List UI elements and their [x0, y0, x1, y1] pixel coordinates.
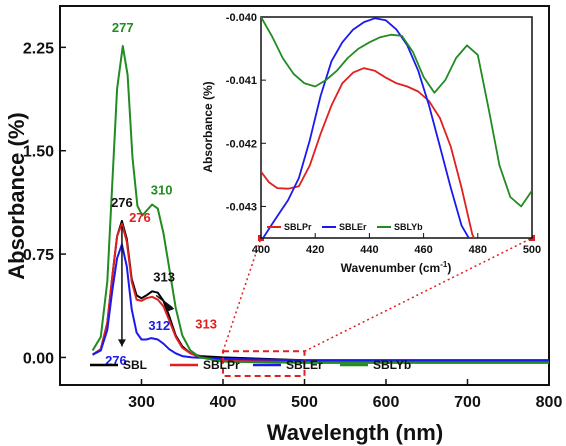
inset-y-tick-label: -0.041 [226, 75, 257, 87]
inset-x-axis-title: Wavenumber (cm-1) [341, 260, 452, 275]
legend-label: SBL [123, 358, 147, 372]
peak-label: 313 [153, 269, 175, 284]
series-line-sbl [92, 220, 549, 362]
inset-series-line-sblyb [261, 17, 532, 208]
arrow-313 [155, 294, 175, 312]
inset-y-tick-label: -0.043 [226, 201, 257, 213]
legend-label: SBLEr [286, 358, 323, 372]
inset-x-tick-label: 500 [523, 244, 541, 256]
inset-y-axis-title: Absorbance (%) [201, 81, 215, 172]
x-tick-label: 700 [454, 394, 481, 411]
inset-legend-label: SBLPr [284, 222, 312, 232]
peak-label: 310 [151, 182, 173, 197]
peak-label: 277 [112, 20, 134, 35]
series-line-sblyb [91, 45, 549, 364]
zoom-region-box [222, 350, 306, 377]
inset-series-line-sbler [262, 17, 470, 238]
inset-x-tick-label: 420 [306, 244, 324, 256]
inset-legend-label: SBLEr [339, 222, 367, 232]
x-tick-label: 300 [128, 394, 155, 411]
series-line-sbler [92, 243, 549, 362]
main-y-axis-title: Absorbance (%) [4, 112, 29, 279]
y-tick-label: 2.25 [23, 40, 54, 57]
y-tick-label: 1.50 [23, 144, 54, 161]
y-tick-label: 0.00 [23, 350, 54, 367]
inset-x-tick-label: 440 [360, 244, 378, 256]
inset-legend-label: SBLYb [394, 222, 423, 232]
inset-plot-frame [260, 16, 533, 239]
inset-y-tick-label: -0.040 [226, 12, 257, 24]
inset-x-tick-label: 460 [414, 244, 432, 256]
x-tick-label: 400 [210, 394, 237, 411]
x-tick-label: 800 [536, 394, 563, 411]
x-tick-label: 600 [373, 394, 400, 411]
peak-label: 276 [129, 210, 151, 225]
peak-label: 313 [195, 316, 217, 331]
y-tick-label: 0.75 [23, 247, 54, 264]
x-tick-label: 500 [291, 394, 318, 411]
peak-label: 312 [148, 318, 170, 333]
inset-y-tick-label: -0.042 [226, 138, 257, 150]
peak-label: 276 [111, 195, 133, 210]
series-line-sblpr [92, 222, 549, 363]
arrow-276 [117, 226, 126, 347]
legend-label: SBLPr [203, 358, 240, 372]
main-x-axis-title: Wavelength (nm) [267, 420, 443, 445]
inset-x-tick-label: 480 [469, 244, 487, 256]
inset-x-tick-label: 400 [252, 244, 270, 256]
zoom-connector-right [304, 237, 533, 352]
legend-label: SBLYb [373, 358, 411, 372]
